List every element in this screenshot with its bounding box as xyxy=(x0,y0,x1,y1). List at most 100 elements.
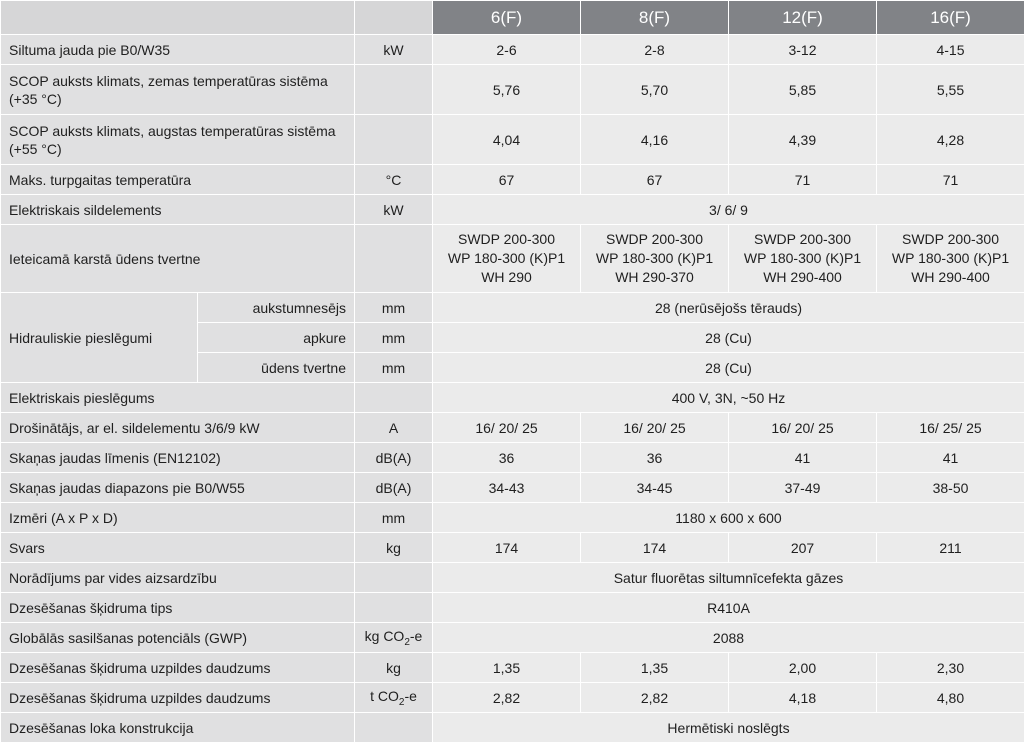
tank-line: SWDP 200-300 xyxy=(441,230,572,249)
row-value: 2,82 xyxy=(433,683,581,713)
model-header: 16(F) xyxy=(877,1,1024,35)
row-label: Drošinātājs, ar el. sildelementu 3/6/9 k… xyxy=(1,413,355,443)
row-value: 4,39 xyxy=(729,115,877,165)
row-label: Elektriskais sildelements xyxy=(1,195,355,225)
row-value: 1,35 xyxy=(433,653,581,683)
row-label: SCOP auksts klimats, zemas temperatūras … xyxy=(1,65,355,115)
row-value-merged: R410A xyxy=(433,593,1024,623)
row-value: SWDP 200-300 WP 180-300 (K)P1 WH 290-370 xyxy=(581,225,729,293)
row-label: Izmēri (A x P x D) xyxy=(1,503,355,533)
row-value-merged: 28 (nerūsējošs tērauds) xyxy=(433,293,1024,323)
tank-line: WP 180-300 (K)P1 xyxy=(589,249,720,268)
row-label: Siltuma jauda pie B0/W35 xyxy=(1,35,355,65)
row-sublabel: ūdens tvertne xyxy=(198,353,355,383)
table-row: Dzesēšanas loka konstrukcija Hermētiski … xyxy=(1,713,1024,743)
row-unit xyxy=(355,383,433,413)
unit-tail: -e xyxy=(404,688,416,704)
row-value: 71 xyxy=(729,165,877,195)
row-value-merged: 2088 xyxy=(433,623,1024,653)
tank-line: WP 180-300 (K)P1 xyxy=(441,249,572,268)
row-unit: t CO2-e xyxy=(355,683,433,713)
row-value: 34-43 xyxy=(433,473,581,503)
row-value: 16/ 20/ 25 xyxy=(729,413,877,443)
row-label: Skaņas jaudas līmenis (EN12102) xyxy=(1,443,355,473)
row-value: SWDP 200-300 WP 180-300 (K)P1 WH 290-400 xyxy=(877,225,1024,293)
row-unit xyxy=(355,713,433,743)
row-unit: mm xyxy=(355,503,433,533)
row-value: 16/ 20/ 25 xyxy=(433,413,581,443)
row-value: 5,55 xyxy=(877,65,1024,115)
table-row: Dzesēšanas šķidruma uzpildes daudzums kg… xyxy=(1,653,1024,683)
row-value: 1,35 xyxy=(581,653,729,683)
row-unit: kg xyxy=(355,653,433,683)
row-value: 38-50 xyxy=(877,473,1024,503)
row-label: Dzesēšanas loka konstrukcija xyxy=(1,713,355,743)
row-value: 71 xyxy=(877,165,1024,195)
table-row: Dzesēšanas šķidruma tips R410A xyxy=(1,593,1024,623)
row-unit: dB(A) xyxy=(355,443,433,473)
model-header: 6(F) xyxy=(433,1,581,35)
row-label: Maks. turpgaitas temperatūra xyxy=(1,165,355,195)
row-value-merged: 1180 x 600 x 600 xyxy=(433,503,1024,533)
table-row: SCOP auksts klimats, zemas temperatūras … xyxy=(1,65,1024,115)
row-value-merged: 3/ 6/ 9 xyxy=(433,195,1024,225)
row-value: 36 xyxy=(433,443,581,473)
tank-line: WP 180-300 (K)P1 xyxy=(737,249,868,268)
row-value: 4,04 xyxy=(433,115,581,165)
row-label: Skaņas jaudas diapazons pie B0/W55 xyxy=(1,473,355,503)
row-value-merged: Satur fluorētas siltumnīcefekta gāzes xyxy=(433,563,1024,593)
row-value: 174 xyxy=(433,533,581,563)
row-value-merged: Hermētiski noslēgts xyxy=(433,713,1024,743)
row-value: 174 xyxy=(581,533,729,563)
table-row: Maks. turpgaitas temperatūra °C 67 67 71… xyxy=(1,165,1024,195)
row-unit: mm xyxy=(355,323,433,353)
row-value: SWDP 200-300 WP 180-300 (K)P1 WH 290-400 xyxy=(729,225,877,293)
row-label: Norādījums par vides aizsardzību xyxy=(1,563,355,593)
row-value: 41 xyxy=(729,443,877,473)
table-row: Ieteicamā karstā ūdens tvertne SWDP 200-… xyxy=(1,225,1024,293)
row-unit: kg CO2-e xyxy=(355,623,433,653)
tank-line: WH 290-370 xyxy=(589,268,720,287)
table-row: Siltuma jauda pie B0/W35 kW 2-6 2-8 3-12… xyxy=(1,35,1024,65)
tank-line: SWDP 200-300 xyxy=(737,230,868,249)
row-value: 4,28 xyxy=(877,115,1024,165)
unit-text: t CO xyxy=(370,688,399,704)
row-value: 4,80 xyxy=(877,683,1024,713)
row-label: Ieteicamā karstā ūdens tvertne xyxy=(1,225,355,293)
row-value: 211 xyxy=(877,533,1024,563)
row-value: 16/ 25/ 25 xyxy=(877,413,1024,443)
table-row: Svars kg 174 174 207 211 xyxy=(1,533,1024,563)
row-value: SWDP 200-300 WP 180-300 (K)P1 WH 290 xyxy=(433,225,581,293)
row-label: Svars xyxy=(1,533,355,563)
row-value: 4,16 xyxy=(581,115,729,165)
row-value-merged: 28 (Cu) xyxy=(433,353,1024,383)
table-row: Globālās sasilšanas potenciāls (GWP) kg … xyxy=(1,623,1024,653)
row-value: 2-6 xyxy=(433,35,581,65)
row-label: Dzesēšanas šķidruma uzpildes daudzums xyxy=(1,683,355,713)
table-row: Norādījums par vides aizsardzību Satur f… xyxy=(1,563,1024,593)
table-row: Hidrauliskie pieslēgumi aukstumnesējs mm… xyxy=(1,293,1024,323)
row-unit: A xyxy=(355,413,433,443)
row-label: Globālās sasilšanas potenciāls (GWP) xyxy=(1,623,355,653)
model-header: 8(F) xyxy=(581,1,729,35)
row-unit: kW xyxy=(355,195,433,225)
row-value: 34-45 xyxy=(581,473,729,503)
row-label: SCOP auksts klimats, augstas temperatūra… xyxy=(1,115,355,165)
unit-text: kg CO xyxy=(365,628,405,644)
tank-line: SWDP 200-300 xyxy=(589,230,720,249)
row-value: 36 xyxy=(581,443,729,473)
row-value: 5,85 xyxy=(729,65,877,115)
row-value: 5,70 xyxy=(581,65,729,115)
table-row: Dzesēšanas šķidruma uzpildes daudzums t … xyxy=(1,683,1024,713)
row-value: 2-8 xyxy=(581,35,729,65)
row-value: 5,76 xyxy=(433,65,581,115)
row-label: Dzesēšanas šķidruma tips xyxy=(1,593,355,623)
row-unit: kW xyxy=(355,35,433,65)
row-unit xyxy=(355,65,433,115)
table-row: Elektriskais sildelements kW 3/ 6/ 9 xyxy=(1,195,1024,225)
row-value: 3-12 xyxy=(729,35,877,65)
row-value: 16/ 20/ 25 xyxy=(581,413,729,443)
row-unit xyxy=(355,563,433,593)
tank-line: WP 180-300 (K)P1 xyxy=(885,249,1016,268)
